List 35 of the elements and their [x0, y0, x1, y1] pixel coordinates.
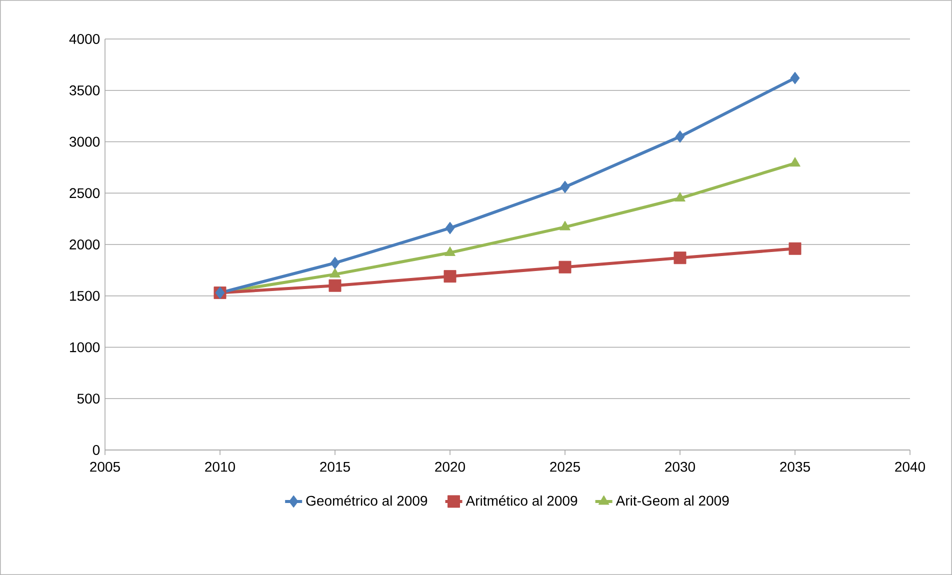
- point: [445, 222, 455, 234]
- point: [558, 260, 572, 274]
- y-tick-label: 4000: [69, 34, 100, 44]
- y-tick-label: 2000: [70, 240, 100, 250]
- x-tick-label: 2035: [780, 462, 810, 472]
- y-tick-label: 2500: [70, 188, 100, 198]
- point: [674, 192, 686, 202]
- x-tick-label: 2005: [90, 462, 120, 472]
- point: [560, 180, 570, 194]
- point: [675, 130, 685, 143]
- x-tick-label: 2015: [320, 462, 350, 472]
- legend-label: Geométrico al 2009: [306, 495, 428, 506]
- legend-label: Aritmético al 2009: [466, 495, 578, 506]
- y-tick-label: 3500: [70, 85, 100, 96]
- x-tick-label: 2020: [435, 462, 466, 472]
- point: [444, 270, 456, 283]
- y-tick-label: 500: [77, 394, 100, 404]
- x-tick-label: 2025: [550, 462, 580, 472]
- point: [444, 246, 456, 256]
- x-tick-label: 2040: [895, 462, 926, 472]
- x-tick-label: 2030: [665, 462, 696, 472]
- point: [330, 256, 340, 270]
- y-tick-label: 3000: [70, 136, 100, 147]
- point: [560, 220, 570, 230]
- legend-label: Arit-Geom al 2009: [616, 495, 729, 506]
- y-tick-label: 0: [92, 445, 100, 455]
- point: [788, 242, 802, 255]
- point: [790, 157, 800, 167]
- point: [328, 279, 342, 292]
- point: [674, 252, 686, 264]
- x-tick-label: 2010: [205, 462, 236, 472]
- point: [790, 72, 800, 84]
- point: [330, 268, 340, 278]
- y-tick-label: 1500: [70, 290, 100, 301]
- y-tick-label: 1000: [70, 342, 100, 352]
